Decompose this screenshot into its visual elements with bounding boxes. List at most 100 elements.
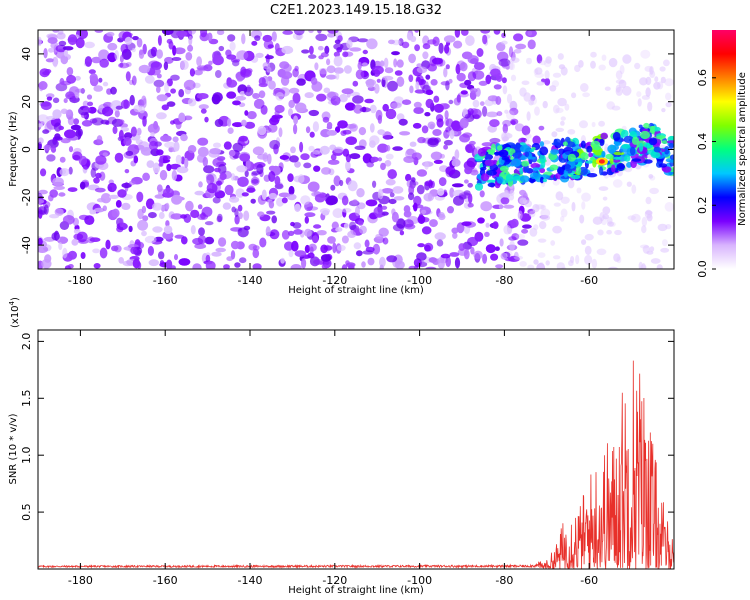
signal-blob [559,157,567,163]
heatmap-blob [269,229,280,240]
heatmap-blob [549,85,557,92]
signal-blob [668,142,674,149]
heatmap-blob [54,208,64,216]
heatmap-blob [493,30,501,35]
heatmap-blob [49,189,58,198]
heatmap-blob [341,88,354,95]
heatmap-blob [296,78,306,86]
heatmap-blob [161,104,169,111]
signal-blob [562,141,568,146]
heatmap-blob [327,91,339,99]
snr-series-line [38,360,674,569]
heatmap-blob [374,83,380,94]
heatmap-blob [356,188,365,198]
heatmap-blob [219,172,227,181]
heatmap-blob [103,101,113,108]
heatmap-blob [544,156,551,166]
heatmap-blob [41,258,52,269]
heatmap-blob [288,99,296,109]
heatmap-blob [377,129,386,136]
heatmap-blob [528,210,536,218]
heatmap-blob [422,35,430,46]
signal-blob [580,152,589,161]
heatmap-blob [79,181,86,190]
heatmap-blob [344,102,356,111]
heatmap-blob [189,68,195,77]
heatmap-blob [408,53,416,64]
heatmap-blob [560,66,568,76]
heatmap-blob [197,204,203,210]
heatmap-blob [644,65,653,72]
x-tick-label: -120 [322,574,347,587]
heatmap-blob [618,79,627,89]
heatmap-blob [482,253,488,264]
heatmap-blob [119,218,124,228]
heatmap-blob [282,30,294,35]
signal-blob [497,145,503,151]
heatmap-blob [52,177,64,187]
heatmap-blob [301,49,310,54]
heatmap-blob [259,237,267,248]
heatmap-blob [319,145,330,155]
heatmap-blob [510,118,519,125]
heatmap-blob [445,64,450,70]
heatmap-blob [500,40,508,45]
heatmap-blob [156,112,167,120]
heatmap-blob [345,136,358,145]
heatmap-blob [356,250,363,257]
heatmap-blob [364,239,370,248]
heatmap-blob [465,35,475,46]
heatmap-blob [176,166,189,174]
signal-blob [487,182,496,188]
heatmap-blob [458,243,466,251]
heatmap-blob [253,98,265,109]
heatmap-blob [526,57,532,65]
heatmap-blob [240,66,247,76]
heatmap-blob [361,62,368,67]
heatmap-blob [76,231,88,243]
heatmap-blob [335,72,340,80]
heatmap-blob [95,172,102,179]
signal-blob [643,122,650,129]
signal-blob [477,147,487,157]
heatmap-blob [294,203,301,212]
heatmap-blob [196,213,209,221]
heatmap-blob [432,57,443,65]
signal-blob [484,159,496,167]
heatmap-blob [456,94,461,103]
heatmap-blob [436,239,444,247]
heatmap-blob [510,218,519,228]
heatmap-blob [427,121,436,130]
heatmap-blob [646,214,653,222]
heatmap-blob [136,37,143,48]
heatmap-blob [470,169,479,176]
heatmap-blob [339,179,344,187]
heatmap-blob [458,194,467,200]
heatmap-blob [425,98,434,109]
heatmap-blob [290,264,302,269]
heatmap-blob [198,104,209,110]
heatmap-blob [330,153,337,161]
signal-blob [662,166,672,173]
heatmap-blob [451,183,464,188]
heatmap-blob [449,129,455,140]
heatmap-blob [241,33,246,45]
heatmap-blob [277,68,286,78]
heatmap-blob [67,116,75,126]
heatmap-blob [274,110,280,116]
heatmap-blob [443,35,456,43]
heatmap-blob [443,67,448,78]
heatmap-blob [637,98,642,107]
heatmap-blob [305,126,311,134]
y-tick-label: 20 [20,95,33,109]
heatmap-blob [422,51,429,60]
heatmap-blob [571,92,577,99]
heatmap-blob [645,87,651,98]
heatmap-blob [315,33,328,42]
heatmap-blob [45,58,55,63]
heatmap-blob [642,245,651,254]
spectrogram-y-label: Frequency (Hz) [8,111,19,187]
heatmap-blob [484,231,490,237]
heatmap-blob [203,165,215,174]
heatmap-blob [332,208,344,219]
